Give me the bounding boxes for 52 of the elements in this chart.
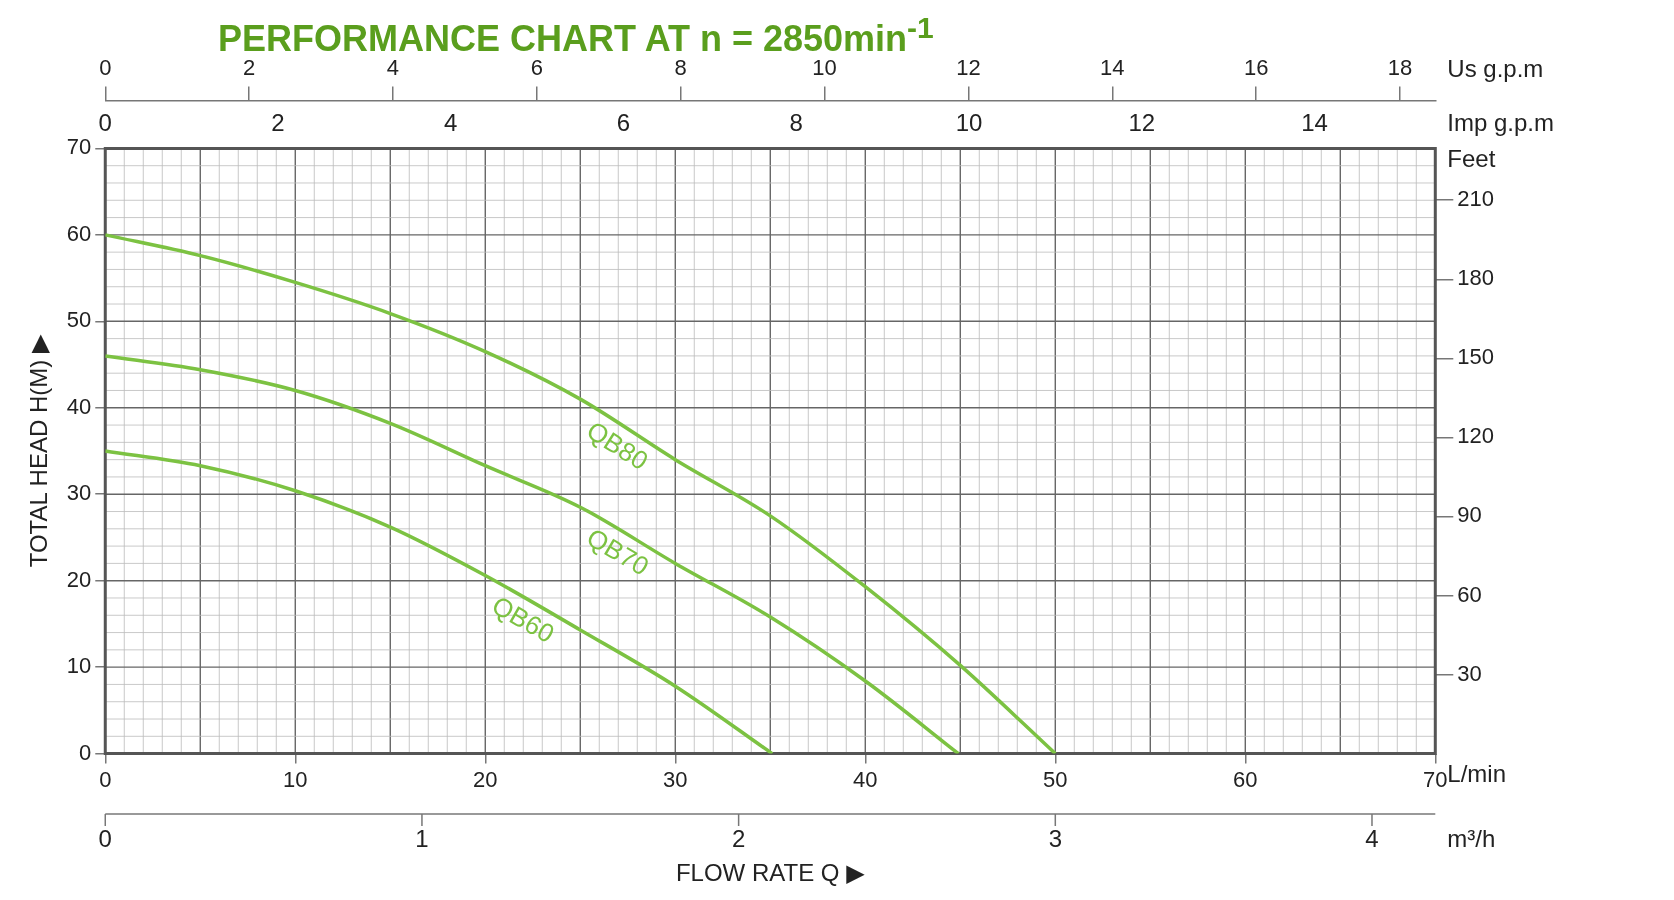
x2-tick-label: 0 <box>99 55 112 81</box>
x2-tick-label: 12 <box>956 55 981 81</box>
x-tick-label: 60 <box>1233 766 1258 792</box>
y2-tick-label: 30 <box>1457 660 1482 686</box>
text: 0 <box>98 824 112 852</box>
text: 3 <box>1048 824 1062 852</box>
x2-axis-title: Us g.p.m <box>1447 54 1544 82</box>
text: 10 <box>955 109 983 137</box>
y-tick-label: 0 <box>79 739 92 765</box>
text: 2 <box>271 109 285 137</box>
text: Imp g.p.m <box>1447 109 1554 137</box>
y-tick-label: 70 <box>66 134 92 160</box>
line-series <box>105 354 961 754</box>
y2-tick-label: 60 <box>1457 581 1482 607</box>
x-axis-title: L/min <box>1447 760 1506 788</box>
text: 12 <box>1128 109 1156 137</box>
y-tick-label: 60 <box>66 220 92 246</box>
x2-tick-label: 14 <box>1100 55 1125 81</box>
y2-tick-label: 150 <box>1457 344 1495 370</box>
text: 2 <box>731 824 746 852</box>
y-tick-label: 10 <box>66 653 92 679</box>
text: FLOW RATE Q ▶ <box>675 858 866 886</box>
x2-tick-label: 16 <box>1243 55 1269 81</box>
y-tick-label: 20 <box>66 566 92 592</box>
text: 1 <box>415 824 429 852</box>
text: m³/h <box>1447 824 1496 852</box>
x-tick-label: 50 <box>1043 766 1068 792</box>
text: QB70 <box>581 521 655 582</box>
y-tick-label: 50 <box>66 307 92 333</box>
text: 4 <box>1365 824 1379 852</box>
x-tick-label: 40 <box>853 766 878 792</box>
y2-tick-label: 210 <box>1457 186 1495 212</box>
y2-axis-title: Feet <box>1447 145 1496 173</box>
x-tick-label: 20 <box>473 766 498 792</box>
y2-tick-label: 120 <box>1457 423 1495 449</box>
text: 4 <box>444 109 458 137</box>
y2-tick-label: 180 <box>1457 265 1495 291</box>
y-axis-title: TOTAL HEAD H(M) ▶ <box>25 334 53 568</box>
x-tick-label: 0 <box>99 766 112 792</box>
text: 0 <box>98 109 112 137</box>
y2-tick-label: 90 <box>1457 502 1482 528</box>
x2-tick-label: 18 <box>1387 55 1413 81</box>
text: 14 <box>1301 109 1328 137</box>
y-tick-label: 40 <box>66 393 92 419</box>
x-tick-label: 10 <box>283 766 308 792</box>
x-tick-label: 30 <box>663 766 688 792</box>
x-tick-label: 70 <box>1423 766 1448 792</box>
line-series <box>105 233 1058 754</box>
y-tick-label: 30 <box>66 480 92 506</box>
text: QB60 <box>486 589 560 649</box>
text: 8 <box>789 109 803 137</box>
text: 6 <box>616 109 631 137</box>
